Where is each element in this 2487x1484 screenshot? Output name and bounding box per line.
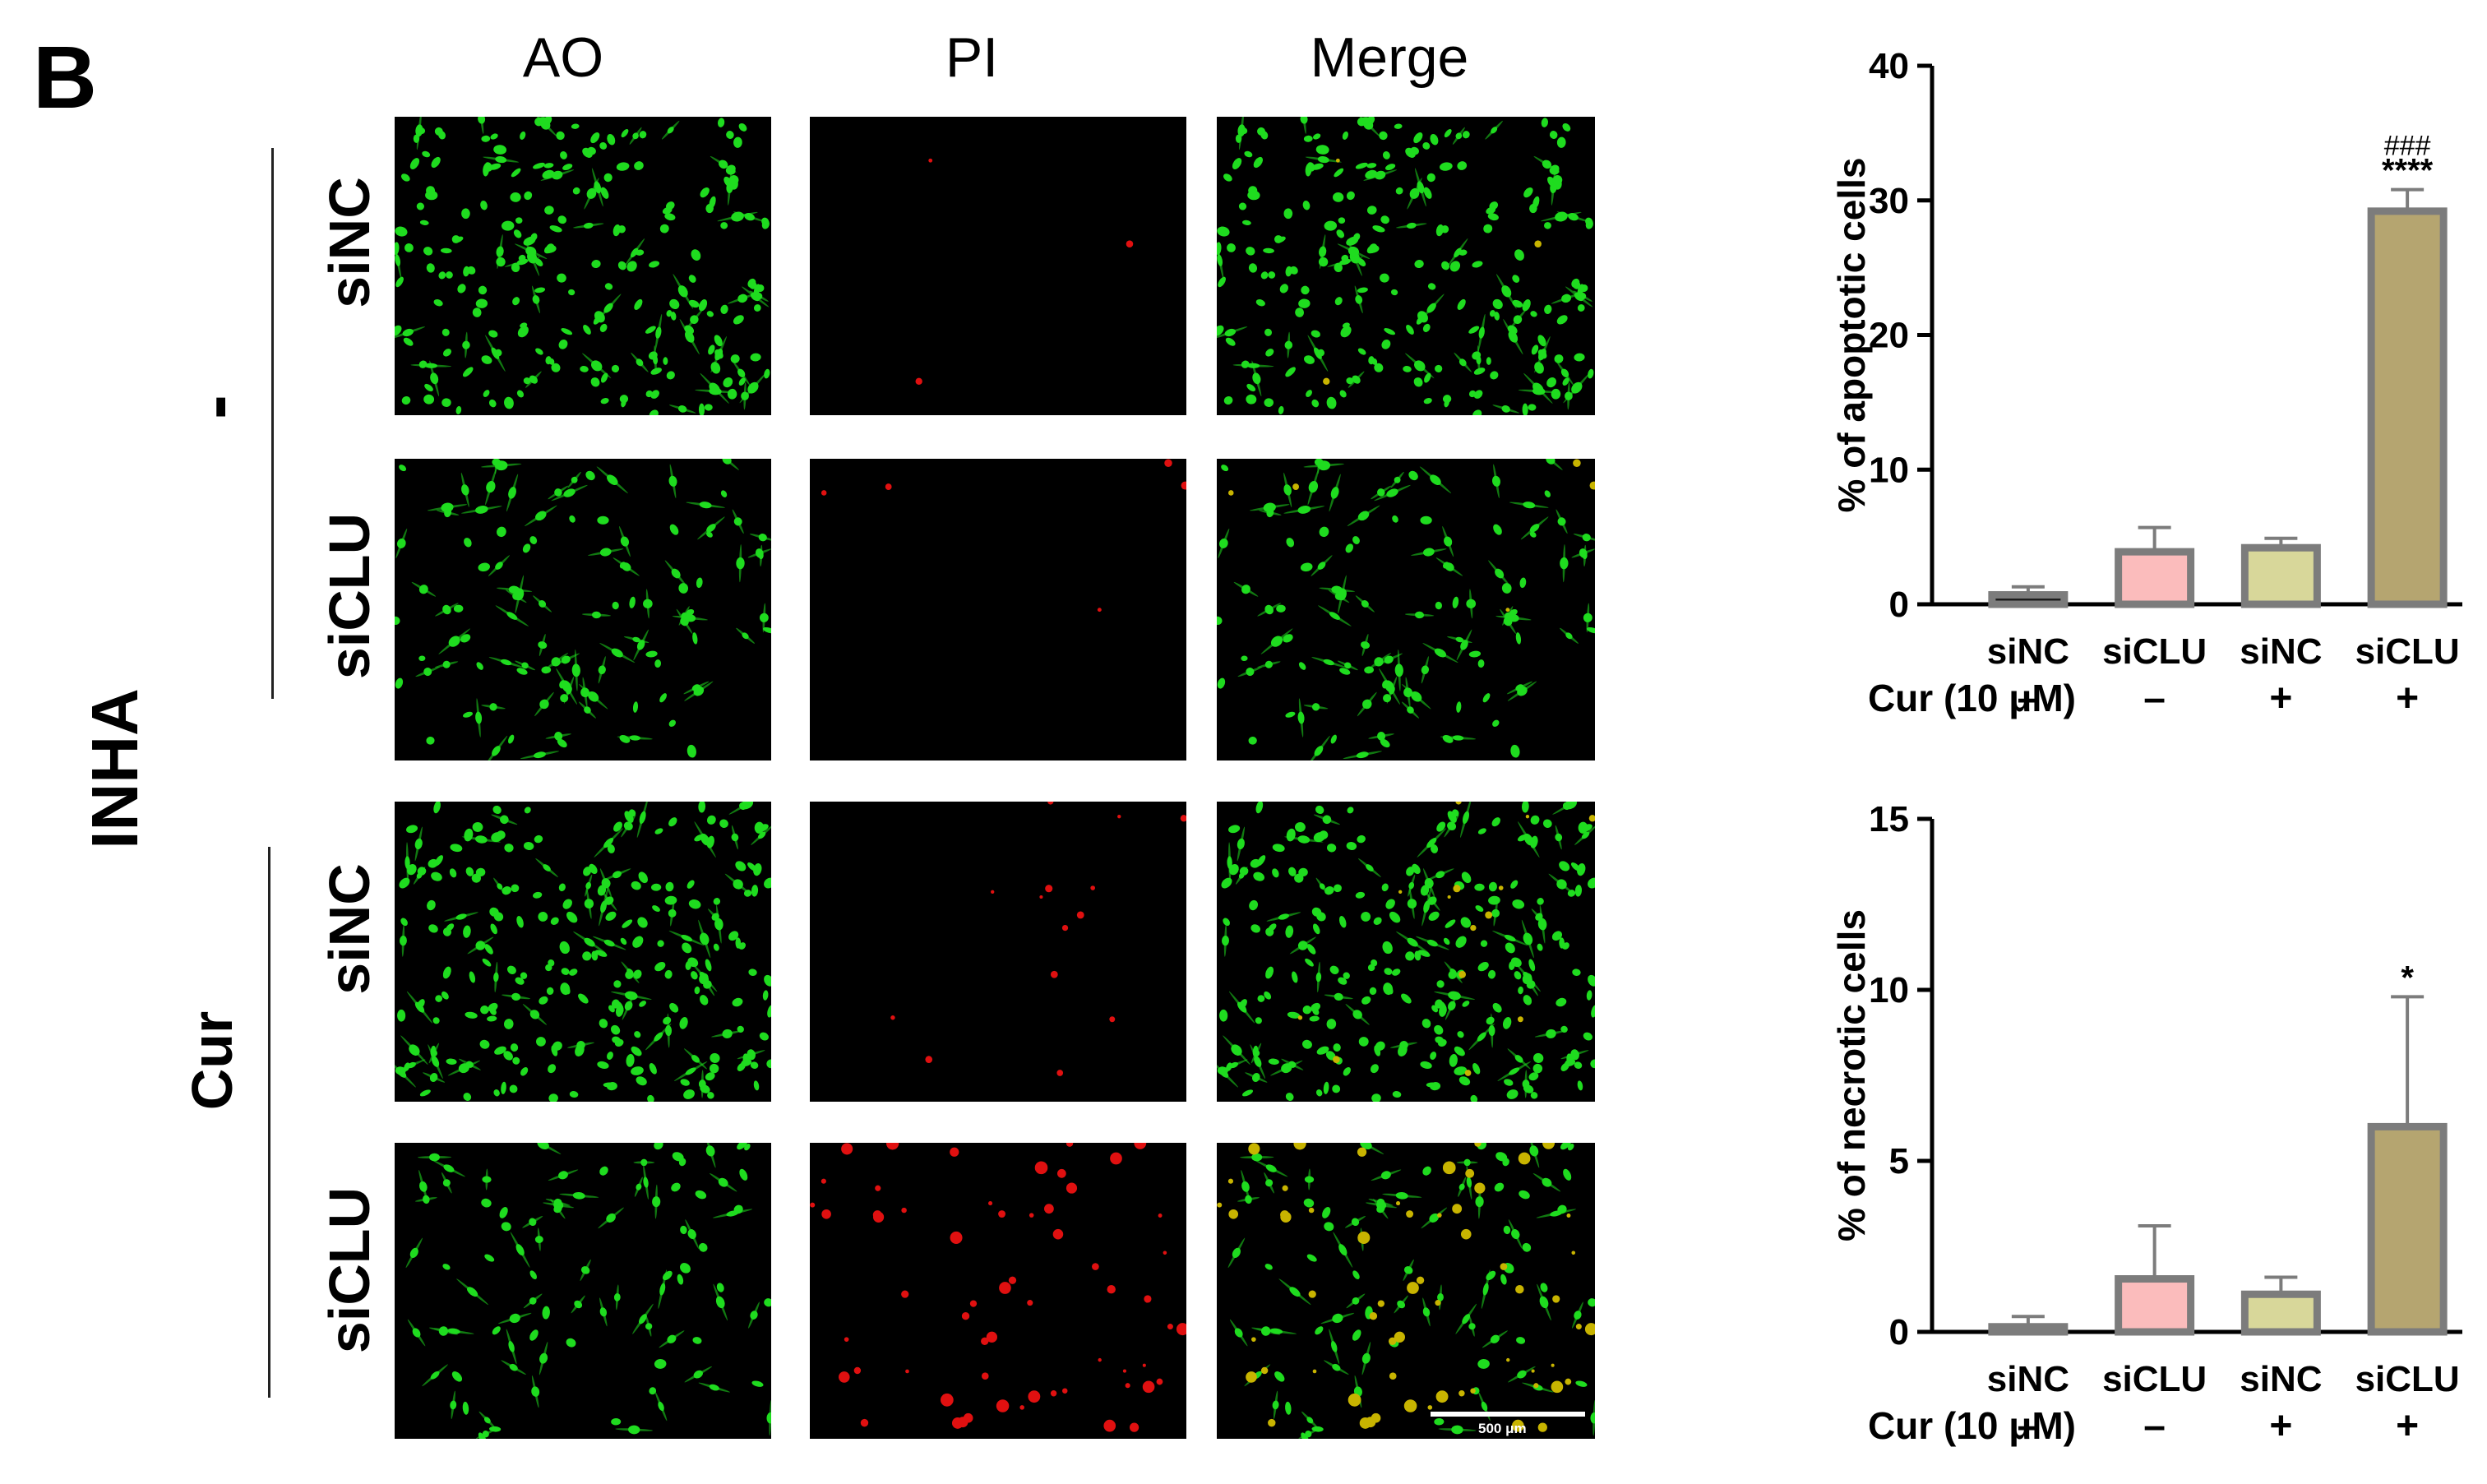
category-label-3: siCLU — [2355, 631, 2460, 672]
row-label-sinc-1: siNC — [317, 177, 381, 308]
significance-3: * — [2401, 959, 2414, 996]
bar-0 — [1988, 591, 2069, 608]
category-label-3: siCLU — [2355, 1359, 2460, 1399]
micrograph-sinc-cur-ao — [395, 802, 771, 1102]
bar-1 — [2115, 548, 2195, 608]
y-tick-label: 0 — [1889, 1312, 1909, 1352]
y-tick-label: 30 — [1869, 181, 1909, 221]
significance-3: **** — [2382, 153, 2434, 189]
row-label-siclu-1: siCLU — [317, 512, 381, 680]
scale-bar — [1431, 1412, 1585, 1417]
category-label-1: siCLU — [2102, 1359, 2207, 1399]
column-header-merge: Merge — [1310, 26, 1469, 89]
panel-letter: B — [33, 27, 97, 127]
cell-line-label: INHA — [78, 688, 151, 849]
y-tick-label: 10 — [1869, 970, 1909, 1010]
micrograph-siclu-cur-ao — [395, 1143, 771, 1439]
group-label-cur: Cur — [180, 1010, 244, 1111]
category-label-0: siNC — [1987, 1359, 2069, 1399]
y-tick-label: 0 — [1889, 585, 1909, 625]
treatment-mark-0: – — [2018, 677, 2040, 720]
treatment-mark-2: + — [2269, 1404, 2292, 1448]
bar-3 — [2367, 1122, 2448, 1336]
category-label-0: siNC — [1987, 631, 2069, 672]
bar-0 — [1988, 1323, 2069, 1336]
micrograph-siclu-ctrl-pi — [810, 459, 1186, 760]
y-tick-label: 10 — [1869, 450, 1909, 490]
category-label-1: siCLU — [2102, 631, 2207, 672]
y-tick-label: 5 — [1889, 1141, 1909, 1181]
bar-1 — [2115, 1275, 2195, 1336]
column-header-pi: PI — [945, 26, 999, 89]
group-divider-control — [271, 148, 274, 699]
treatment-mark-2: + — [2269, 677, 2292, 720]
micrograph-siclu-ctrl-merge — [1217, 459, 1595, 760]
treatment-mark-1: – — [2143, 677, 2166, 720]
category-label-2: siNC — [2240, 1359, 2322, 1399]
row-label-sinc-2: siNC — [317, 863, 381, 995]
y-axis-label: % of necrotic cells — [1830, 909, 1873, 1241]
micrograph-sinc-ctrl-pi — [810, 117, 1186, 415]
significance-top-3: ### — [2384, 131, 2431, 162]
micrograph-sinc-ctrl-ao — [395, 117, 771, 415]
micrograph-siclu-cur-pi — [810, 1143, 1186, 1439]
necrotic-cells-chart: 0 5 10 15 % of necrotic cells siNC – siCLU – siNC… — [1768, 789, 2475, 1472]
y-tick-label: 15 — [1869, 799, 1909, 839]
treatment-mark-1: – — [2143, 1404, 2166, 1448]
micrograph-siclu-ctrl-ao — [395, 459, 771, 760]
apoptotic-cells-chart: 0 10 20 30 40 % of apoptotic cells siNC – siCLU –… — [1768, 33, 2475, 756]
treatment-label: Cur (10 μM) — [1868, 1404, 2076, 1447]
micrograph-siclu-cur-merge — [1217, 1143, 1595, 1439]
row-label-siclu-2: siCLU — [317, 1186, 381, 1354]
micrograph-sinc-cur-merge — [1217, 802, 1595, 1102]
y-tick-label: 40 — [1869, 46, 1909, 86]
column-header-ao: AO — [522, 26, 604, 89]
category-label-2: siNC — [2240, 631, 2322, 672]
treatment-label: Cur (10 μM) — [1868, 677, 2076, 719]
bar-3 — [2367, 207, 2448, 608]
group-label-control: - — [174, 395, 257, 419]
treatment-mark-0: – — [2018, 1404, 2040, 1448]
bar-2 — [2240, 1290, 2321, 1336]
y-tick-label: 20 — [1869, 316, 1909, 356]
scale-bar-label: 500 μm — [1478, 1421, 1527, 1436]
treatment-mark-3: + — [2396, 677, 2419, 720]
micrograph-sinc-ctrl-merge — [1217, 117, 1595, 415]
y-axis-label: % of apoptotic cells — [1830, 158, 1873, 513]
micrograph-sinc-cur-pi — [810, 802, 1186, 1102]
bar-2 — [2240, 543, 2321, 608]
treatment-mark-3: + — [2396, 1404, 2419, 1448]
group-divider-cur — [268, 847, 270, 1398]
